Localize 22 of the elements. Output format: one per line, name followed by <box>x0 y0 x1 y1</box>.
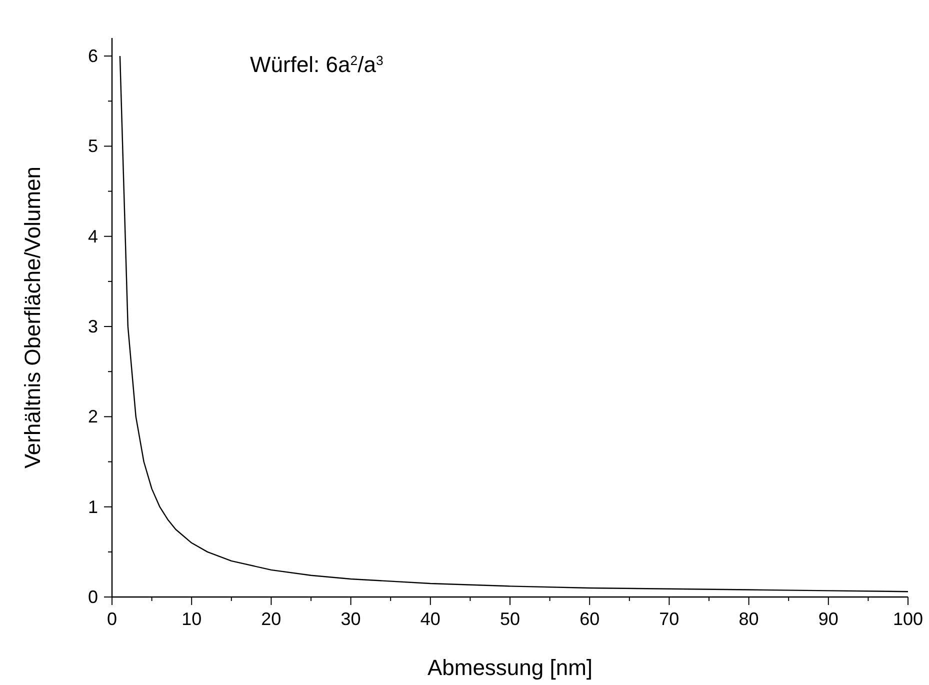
y-tick-label: 3 <box>88 316 98 337</box>
x-tick-label: 0 <box>106 609 118 629</box>
x-tick-label: 100 <box>892 609 924 629</box>
y-tick-label: 2 <box>88 406 98 427</box>
x-tick-label: 70 <box>659 609 680 629</box>
y-tick-label: 4 <box>88 226 98 246</box>
x-tick-label: 60 <box>580 609 600 629</box>
y-tick-label: 6 <box>88 46 98 66</box>
x-tick-label: 50 <box>500 609 520 629</box>
x-tick-label: 80 <box>738 609 759 629</box>
x-tick-label: 20 <box>261 609 282 629</box>
x-tick-label: 90 <box>818 609 838 629</box>
x-tick-label: 30 <box>340 609 361 629</box>
x-axis-title: Abmessung [nm] <box>427 655 593 680</box>
x-tick-label: 40 <box>420 609 440 629</box>
y-axis-title: Verhältnis Oberfläche/Volumen <box>20 166 45 469</box>
annotation: Würfel: 6a$^{2}$/a$^{3}$ <box>250 52 384 77</box>
y-tick-label: 1 <box>88 496 98 517</box>
y-tick-label: 5 <box>88 136 98 156</box>
y-tick-label: 0 <box>88 587 98 607</box>
line-series <box>119 55 909 592</box>
x-tick-label: 10 <box>182 609 202 629</box>
